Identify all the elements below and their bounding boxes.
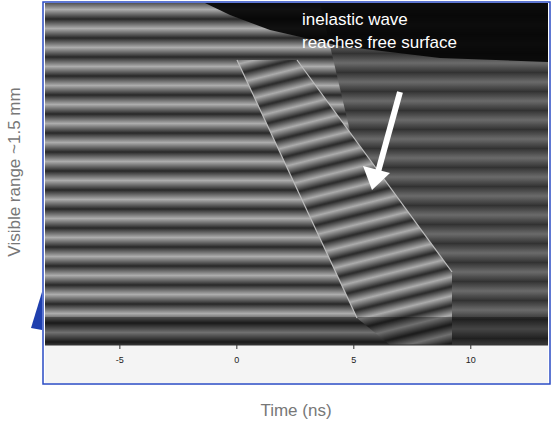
svg-text:Time (ns): Time (ns) [260, 401, 331, 420]
svg-text:inelastic wave: inelastic wave [302, 10, 408, 29]
svg-text:0: 0 [234, 355, 239, 365]
svg-text:Visible range ~1.5 mm: Visible range ~1.5 mm [5, 87, 24, 256]
svg-text:10: 10 [466, 355, 476, 365]
svg-text:-5: -5 [116, 355, 124, 365]
svg-text:reaches free surface: reaches free surface [302, 33, 457, 52]
svg-text:5: 5 [351, 355, 356, 365]
